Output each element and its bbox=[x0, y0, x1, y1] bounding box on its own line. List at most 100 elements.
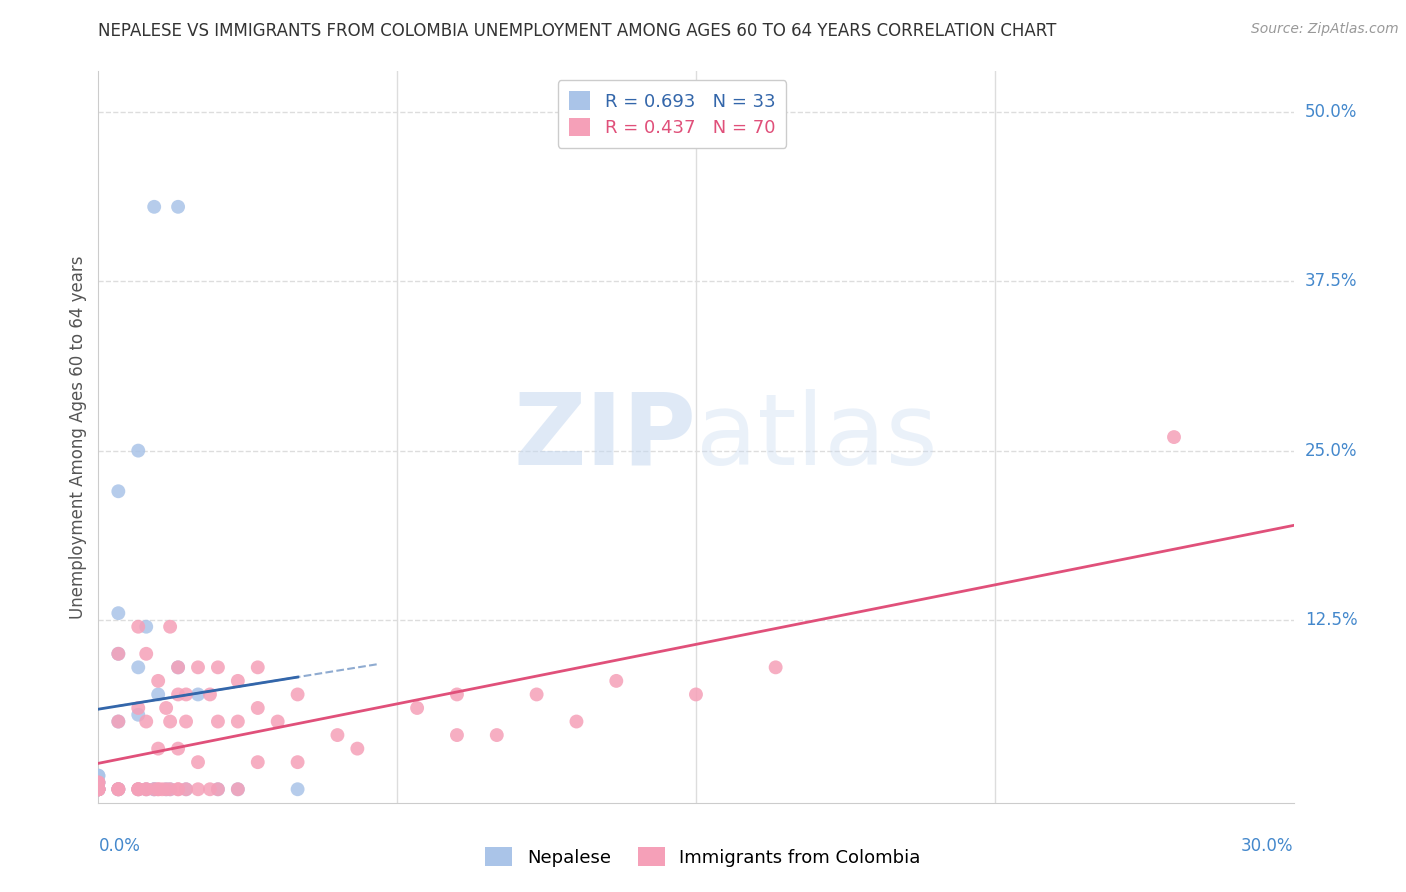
Point bbox=[159, 782, 181, 797]
Point bbox=[87, 782, 110, 797]
Point bbox=[226, 782, 249, 797]
Point bbox=[765, 660, 787, 674]
Point bbox=[143, 200, 166, 214]
Legend: Nepalese, Immigrants from Colombia: Nepalese, Immigrants from Colombia bbox=[478, 840, 928, 874]
Text: Source: ZipAtlas.com: Source: ZipAtlas.com bbox=[1251, 22, 1399, 37]
Text: 37.5%: 37.5% bbox=[1305, 272, 1357, 290]
Point bbox=[326, 728, 349, 742]
Point bbox=[187, 755, 209, 769]
Point bbox=[174, 782, 197, 797]
Text: NEPALESE VS IMMIGRANTS FROM COLOMBIA UNEMPLOYMENT AMONG AGES 60 TO 64 YEARS CORR: NEPALESE VS IMMIGRANTS FROM COLOMBIA UNE… bbox=[98, 22, 1057, 40]
Point bbox=[207, 782, 229, 797]
Point bbox=[187, 688, 209, 702]
Y-axis label: Unemployment Among Ages 60 to 64 years: Unemployment Among Ages 60 to 64 years bbox=[69, 255, 87, 619]
Point bbox=[127, 443, 149, 458]
Point bbox=[167, 782, 190, 797]
Point bbox=[127, 701, 149, 715]
Point bbox=[87, 769, 110, 783]
Point bbox=[148, 673, 170, 688]
Point bbox=[127, 782, 149, 797]
Point bbox=[135, 782, 157, 797]
Point bbox=[159, 714, 181, 729]
Point bbox=[1163, 430, 1185, 444]
Point bbox=[167, 660, 190, 674]
Point bbox=[246, 755, 269, 769]
Point bbox=[174, 688, 197, 702]
Point bbox=[526, 688, 548, 702]
Point bbox=[107, 714, 129, 729]
Point bbox=[107, 714, 129, 729]
Point bbox=[135, 647, 157, 661]
Point bbox=[605, 673, 627, 688]
Point bbox=[174, 714, 197, 729]
Point bbox=[135, 620, 157, 634]
Point bbox=[446, 728, 468, 742]
Point bbox=[107, 782, 129, 797]
Point bbox=[107, 606, 129, 620]
Point bbox=[107, 782, 129, 797]
Point bbox=[207, 782, 229, 797]
Point bbox=[87, 775, 110, 789]
Point bbox=[107, 782, 129, 797]
Point bbox=[207, 660, 229, 674]
Point bbox=[187, 660, 209, 674]
Point bbox=[148, 741, 170, 756]
Point bbox=[148, 782, 170, 797]
Point bbox=[485, 728, 508, 742]
Point bbox=[87, 782, 110, 797]
Point bbox=[159, 782, 181, 797]
Point bbox=[143, 782, 166, 797]
Point bbox=[87, 782, 110, 797]
Legend: R = 0.693   N = 33, R = 0.437   N = 70: R = 0.693 N = 33, R = 0.437 N = 70 bbox=[558, 80, 786, 148]
Point bbox=[150, 782, 173, 797]
Point bbox=[107, 647, 129, 661]
Text: ZIP: ZIP bbox=[513, 389, 696, 485]
Point bbox=[135, 782, 157, 797]
Point bbox=[226, 714, 249, 729]
Point bbox=[406, 701, 429, 715]
Point bbox=[87, 775, 110, 789]
Point bbox=[87, 782, 110, 797]
Point bbox=[167, 660, 190, 674]
Point bbox=[246, 660, 269, 674]
Point bbox=[346, 741, 368, 756]
Text: 50.0%: 50.0% bbox=[1305, 103, 1357, 121]
Point bbox=[87, 782, 110, 797]
Text: 0.0%: 0.0% bbox=[98, 837, 141, 855]
Point bbox=[565, 714, 588, 729]
Point bbox=[198, 782, 221, 797]
Point bbox=[135, 782, 157, 797]
Point bbox=[155, 701, 177, 715]
Point bbox=[107, 782, 129, 797]
Point bbox=[127, 620, 149, 634]
Point bbox=[167, 200, 190, 214]
Point bbox=[187, 782, 209, 797]
Point bbox=[127, 707, 149, 722]
Point bbox=[87, 782, 110, 797]
Point bbox=[207, 714, 229, 729]
Text: 30.0%: 30.0% bbox=[1241, 837, 1294, 855]
Point bbox=[155, 782, 177, 797]
Point bbox=[174, 782, 197, 797]
Point bbox=[127, 660, 149, 674]
Point bbox=[446, 688, 468, 702]
Point bbox=[167, 688, 190, 702]
Point bbox=[155, 782, 177, 797]
Point bbox=[246, 701, 269, 715]
Point bbox=[87, 782, 110, 797]
Point bbox=[267, 714, 290, 729]
Point bbox=[87, 782, 110, 797]
Point bbox=[287, 782, 309, 797]
Point bbox=[148, 688, 170, 702]
Point bbox=[127, 782, 149, 797]
Point bbox=[107, 782, 129, 797]
Point bbox=[87, 775, 110, 789]
Point bbox=[287, 688, 309, 702]
Point bbox=[87, 782, 110, 797]
Point bbox=[159, 620, 181, 634]
Point bbox=[135, 714, 157, 729]
Point bbox=[167, 741, 190, 756]
Point bbox=[87, 782, 110, 797]
Point bbox=[143, 782, 166, 797]
Point bbox=[685, 688, 707, 702]
